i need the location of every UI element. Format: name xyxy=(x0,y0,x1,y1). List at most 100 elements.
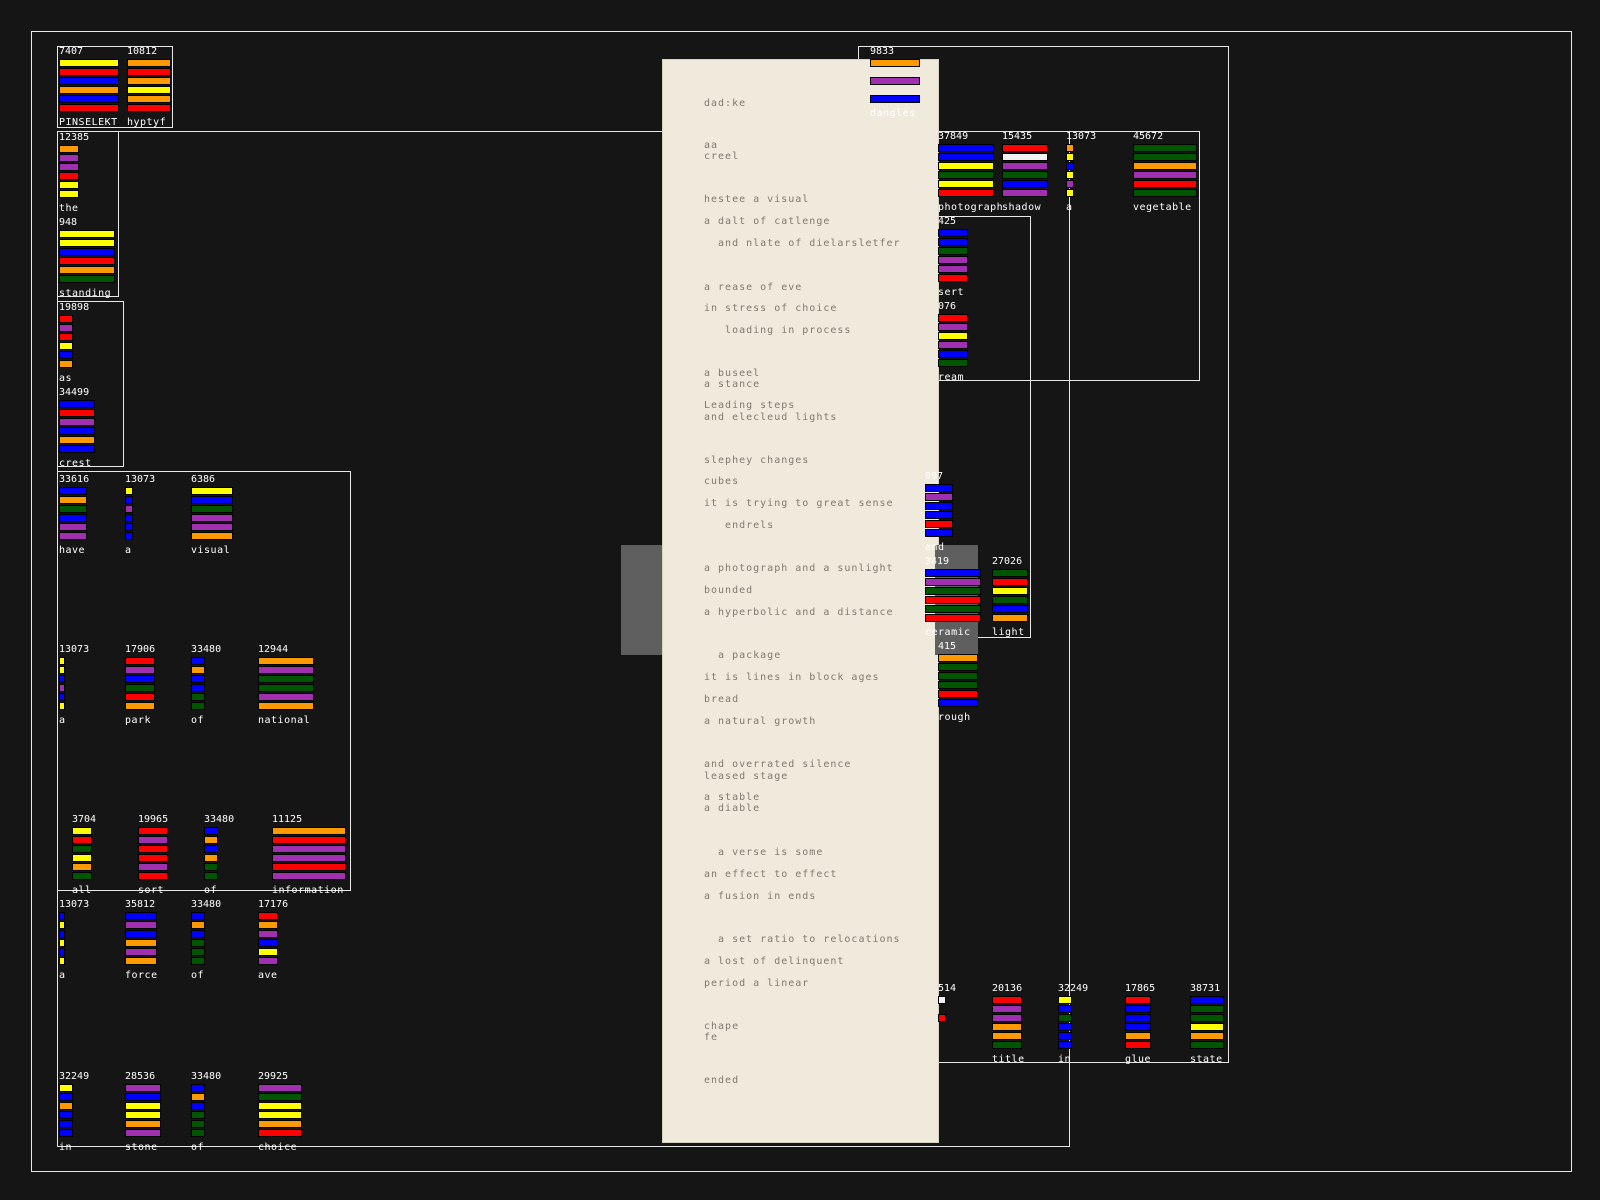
cell-bar xyxy=(938,256,968,264)
cell-count: 3704 xyxy=(72,814,97,825)
cell-bar xyxy=(72,854,92,862)
cell-bar xyxy=(1066,180,1074,188)
cell-bar xyxy=(204,836,218,844)
cell-bar xyxy=(59,324,73,332)
cell-bar xyxy=(125,912,157,920)
paper-text-line: a photograph and a sunlight xyxy=(704,563,894,574)
cell-word: rough xyxy=(938,712,971,723)
cell-count: 38731 xyxy=(1190,983,1221,994)
cell-bar xyxy=(59,315,73,323)
cell-count: 29925 xyxy=(258,1071,289,1082)
cell-bar xyxy=(1058,1014,1072,1022)
cell-bar xyxy=(59,230,115,238)
paper-text-line: period a linear xyxy=(704,978,810,989)
cell-bar xyxy=(258,921,278,929)
cell-bar xyxy=(1190,1041,1224,1049)
cell-bar xyxy=(72,845,92,853)
cell-bar xyxy=(1058,1032,1072,1040)
cell-bar xyxy=(125,1120,161,1128)
cell-bar xyxy=(1002,171,1048,179)
paper-text-line: ended xyxy=(704,1075,740,1086)
cell-bar xyxy=(1058,1041,1072,1049)
paper-text-line: a buseel xyxy=(704,368,761,379)
cell-bar xyxy=(59,436,95,444)
cell-count: 425 xyxy=(938,216,957,227)
outer-frame xyxy=(31,31,1572,1172)
cell-word: vegetable xyxy=(1133,202,1192,213)
cell-bar xyxy=(191,1111,205,1119)
cell-bar xyxy=(59,145,79,153)
cell-count: 11125 xyxy=(272,814,303,825)
scroll-thumb-left[interactable] xyxy=(621,545,665,655)
cell-count: 13073 xyxy=(59,899,90,910)
cell-bar xyxy=(127,59,171,67)
cell-bar xyxy=(1190,1005,1224,1013)
cell-bar xyxy=(191,657,205,665)
cell-bar xyxy=(191,496,233,504)
cell-bar xyxy=(1133,162,1197,170)
paper-text-line: a stable xyxy=(704,792,761,803)
cell-count: 33480 xyxy=(191,644,222,655)
cell-bar xyxy=(125,693,155,701)
cell-word: have xyxy=(59,545,86,556)
cell-bar xyxy=(125,684,155,692)
paper-text-line: a package xyxy=(704,650,782,661)
cell-bar xyxy=(59,702,65,710)
cell-bar xyxy=(938,144,994,152)
cell-bar xyxy=(59,939,65,947)
paper-text-line: a rease of eve xyxy=(704,282,803,293)
paper-text-line: bounded xyxy=(704,585,754,596)
cell-word: the xyxy=(59,203,79,214)
cell-bar xyxy=(925,614,981,622)
cell-bar xyxy=(125,666,155,674)
cell-bar xyxy=(125,948,157,956)
cell-count: 35812 xyxy=(125,899,156,910)
cell-count: 32249 xyxy=(1058,983,1089,994)
cell-bar xyxy=(992,996,1022,1004)
cell-word: in xyxy=(1058,1054,1072,1065)
paper-text-line: a fusion in ends xyxy=(704,891,817,902)
cell-bar xyxy=(59,77,119,85)
cell-bar xyxy=(191,523,233,531)
cell-bar xyxy=(272,854,346,862)
cell-bar xyxy=(938,350,968,358)
cell-bar xyxy=(72,863,92,871)
cell-word: shadow xyxy=(1002,202,1042,213)
cell-word: light xyxy=(992,627,1025,638)
cell-bar xyxy=(191,912,205,920)
cell-bar xyxy=(1002,162,1048,170)
paper-text-line: an effect to effect xyxy=(704,869,838,880)
cell-count: 19898 xyxy=(59,302,90,313)
cell-word: and xyxy=(925,542,945,553)
cell-bar xyxy=(59,351,73,359)
cell-bar xyxy=(870,77,920,85)
cell-bar xyxy=(72,872,92,880)
cell-bar xyxy=(59,948,65,956)
cell-word: national xyxy=(258,715,311,726)
cell-bar xyxy=(59,427,95,435)
cell-word: all xyxy=(72,885,92,896)
cell-bar xyxy=(59,921,65,929)
paper-text-line: a diable xyxy=(704,803,761,814)
cell-bar xyxy=(204,845,218,853)
cell-bar xyxy=(258,1102,302,1110)
cell-bar xyxy=(1066,171,1074,179)
cell-word: ream xyxy=(938,372,965,383)
cell-count: 12944 xyxy=(258,644,289,655)
cell-bar xyxy=(191,532,233,540)
cell-bar xyxy=(992,1041,1022,1049)
cell-bar xyxy=(125,523,133,531)
cell-count: 20136 xyxy=(992,983,1023,994)
cell-count: 13073 xyxy=(1066,131,1097,142)
cell-bar xyxy=(59,514,87,522)
cell-bar xyxy=(938,153,994,161)
cell-bar xyxy=(258,702,314,710)
cell-bar xyxy=(1002,180,1048,188)
cell-count: 076 xyxy=(938,301,957,312)
cell-bar xyxy=(59,248,115,256)
cell-word: of xyxy=(191,970,205,981)
cell-bar xyxy=(992,596,1028,604)
cell-bar xyxy=(258,666,314,674)
cell-bar xyxy=(992,587,1028,595)
cell-bar xyxy=(925,520,953,528)
